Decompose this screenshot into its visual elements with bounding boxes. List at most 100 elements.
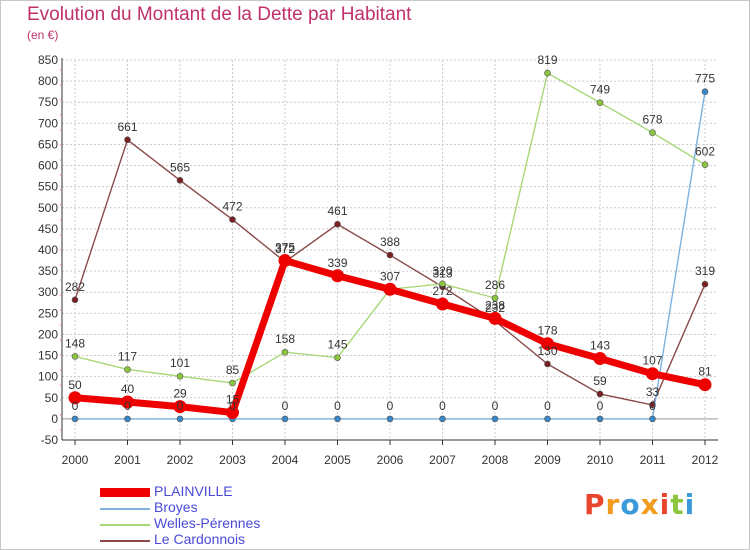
data-label-plainville: 339 [327,256,347,270]
x-tick-label: 2008 [482,453,509,467]
logo-letter: x [640,488,660,521]
data-label-broyes: 0 [387,399,394,413]
y-tick-label: 0 [51,412,58,426]
data-label-le-cardonnois: 565 [170,160,190,174]
data-label-plainville: 307 [380,269,400,283]
y-tick-label: -50 [41,433,59,447]
data-label-le-cardonnois: 661 [117,120,137,134]
data-label-welles-perennes: 148 [65,336,85,350]
point-plainville [593,352,607,366]
data-label-le-cardonnois: 372 [275,242,295,256]
data-label-plainville: 29 [173,387,187,401]
y-tick-label: 200 [38,327,58,341]
point-broyes [439,415,446,423]
point-broyes [386,415,394,423]
data-label-broyes: 0 [124,399,131,413]
point-welles-perennes [596,99,604,106]
legend-label-le-cardonnois: Le Cardonnois [154,531,246,547]
point-plainville [436,297,449,311]
point-le-cardonnois [71,296,79,304]
point-plainville [121,395,134,409]
data-label-le-cardonnois: 472 [222,200,242,214]
point-welles-perennes [334,354,341,361]
y-tick-label: 750 [38,95,58,109]
point-welles-perennes [544,69,551,77]
point-welles-perennes [281,348,289,356]
data-label-broyes: 0 [597,399,604,413]
x-tick-label: 2010 [587,453,614,467]
data-label-welles-perennes: 678 [642,113,662,127]
data-label-plainville: 107 [642,354,662,368]
y-tick-label: 250 [38,306,58,320]
point-le-cardonnois [386,251,394,259]
data-label-le-cardonnois: 59 [593,374,607,388]
point-plainville [646,367,659,381]
x-tick-label: 2000 [62,453,89,467]
y-tick-label: 50 [45,391,59,405]
data-label-plainville: 238 [485,298,505,312]
axis-layer: -500501001502002503003504004505005506006… [38,53,719,467]
data-label-welles-perennes: 101 [170,356,190,370]
y-tick-label: 300 [38,285,58,299]
data-label-welles-perennes: 158 [275,332,295,346]
logo-letter: i [684,488,696,521]
data-label-welles-perennes: 602 [695,145,715,159]
x-tick-label: 2009 [534,453,561,467]
data-label-le-cardonnois: 461 [327,204,347,218]
point-plainville [383,282,397,296]
data-label-le-cardonnois: 282 [65,280,85,294]
y-tick-label: 600 [38,159,58,173]
data-label-welles-perennes: 749 [590,83,610,97]
y-tick-label: 150 [38,349,58,363]
data-label-le-cardonnois: 388 [380,235,400,249]
point-broyes [124,415,131,423]
point-le-cardonnois [596,390,604,398]
data-label-broyes: 0 [229,399,236,413]
legend: PLAINVILLE Broyes Welles-Pérennes Le Car… [100,483,360,548]
point-welles-perennes [701,161,709,169]
legend-item-broyes: Broyes [100,499,360,516]
data-label-welles-perennes: 145 [327,338,347,352]
x-tick-label: 2001 [114,453,141,467]
point-welles-perennes [229,379,236,387]
data-label-broyes: 0 [177,399,184,413]
data-label-le-cardonnois: 232 [485,301,505,315]
legend-swatch-broyes [100,508,150,510]
point-le-cardonnois [176,177,184,184]
x-tick-label: 2011 [640,453,666,467]
point-broyes [596,415,604,423]
logo-letter: r [605,488,621,521]
legend-item-welles-perennes: Welles-Pérennes [100,515,360,532]
data-label-plainville: 272 [432,284,452,298]
data-label-plainville: 50 [68,378,82,392]
data-label-welles-perennes: 286 [485,278,505,292]
point-broyes [491,415,499,423]
legend-label-plainville: PLAINVILLE [154,483,233,499]
point-broyes [281,415,289,423]
legend-swatch-le-cardonnois [100,540,150,542]
data-label-plainville: 178 [537,324,557,338]
data-label-welles-perennes: 320 [432,264,452,278]
data-label-welles-perennes: 819 [537,53,557,67]
y-tick-label: 450 [38,222,58,236]
data-label-broyes: 775 [695,72,715,86]
data-label-broyes: 0 [649,399,656,413]
data-label-le-cardonnois: 313 [432,267,452,281]
data-label-plainville: 375 [275,241,295,255]
point-le-cardonnois [544,360,551,368]
logo-letter: i [659,488,671,521]
point-le-cardonnois [124,136,131,144]
y-tick-label: 500 [38,201,58,215]
y-tick-label: 350 [38,264,58,278]
chart-title: Evolution du Montant de la Dette par Hab… [27,4,412,25]
y-tick-label: 850 [38,53,58,67]
data-label-layer: 50 40 29 15 375 339 307 272 238 178 143 107 81 0 0 0 0 0 0… [65,53,715,413]
point-welles-perennes [176,372,184,380]
point-plainville [331,269,344,283]
y-tick-label: 800 [38,74,58,88]
legend-item-plainville: PLAINVILLE [100,483,360,500]
point-broyes [701,88,709,95]
point-le-cardonnois [229,216,236,223]
x-tick-label: 2006 [377,453,404,467]
point-le-cardonnois [701,280,709,288]
